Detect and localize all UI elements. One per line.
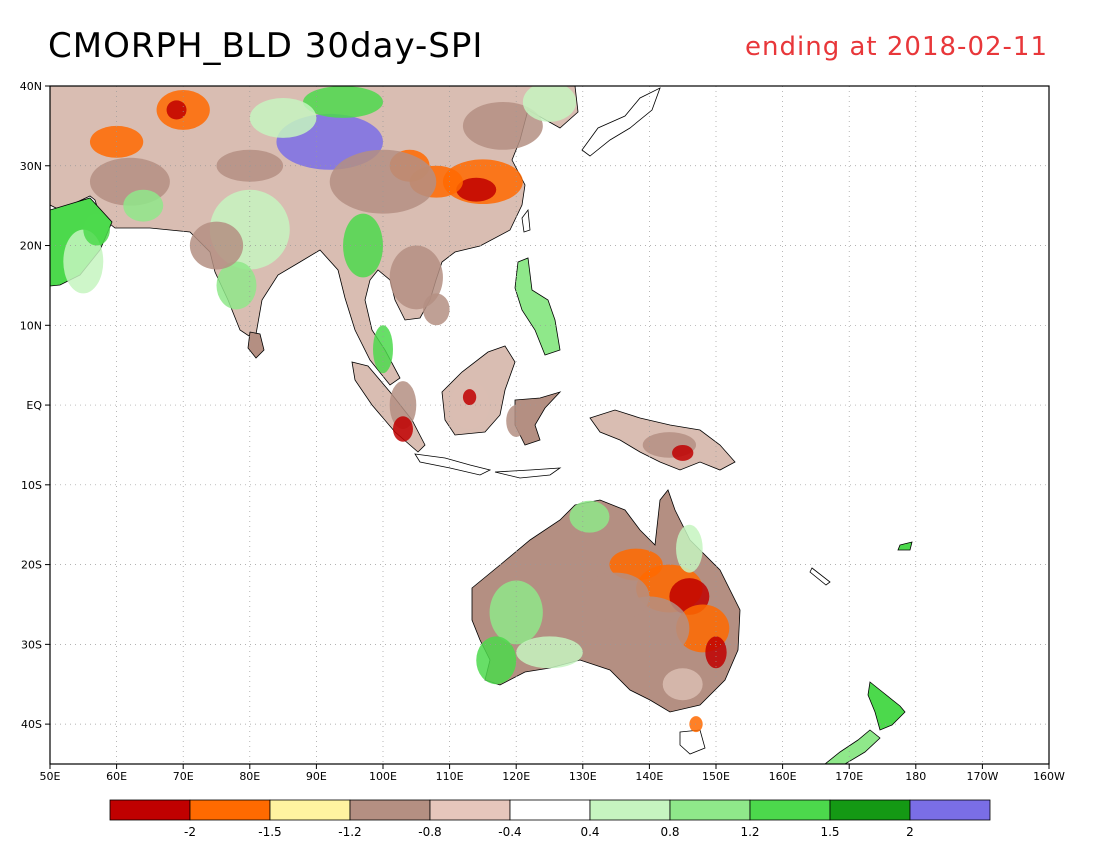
spi-anomaly-patch bbox=[373, 325, 393, 374]
japan bbox=[581, 87, 661, 157]
spi-anomaly-patch bbox=[582, 572, 650, 621]
spi-anomaly-patch bbox=[422, 293, 450, 326]
colorbar-legend: -2 -1.5 -1.2 -0.8 -0.4 0.4 0.8 1.2 1.5 2 bbox=[109, 799, 991, 839]
spi-anomaly-layer bbox=[63, 86, 730, 733]
spi-anomaly-patch bbox=[516, 636, 583, 669]
graticule bbox=[45, 85, 1050, 769]
lon-tick-label: 160E bbox=[769, 770, 797, 783]
spi-anomaly-patch bbox=[689, 716, 703, 733]
spi-anomaly-patch bbox=[216, 149, 284, 182]
spi-anomaly-patch bbox=[63, 229, 104, 294]
lon-tick-label: 90E bbox=[306, 770, 327, 783]
colorbar-swatch bbox=[189, 799, 271, 821]
new-zealand-north bbox=[867, 681, 906, 731]
spi-anomaly-patch bbox=[249, 97, 317, 138]
colorbar-label: -1.2 bbox=[338, 825, 361, 839]
lat-tick-label: 30N bbox=[20, 160, 42, 173]
map-title: CMORPH_BLD 30day-SPI bbox=[48, 26, 484, 66]
colorbar-label: -2 bbox=[184, 825, 196, 839]
lon-tick-label: 170E bbox=[835, 770, 863, 783]
spi-anomaly-patch bbox=[303, 86, 383, 118]
map-date-label: ending at 2018-02-11 bbox=[745, 32, 1048, 62]
colorbar-label: -0.4 bbox=[498, 825, 521, 839]
colorbar-label: 2 bbox=[906, 825, 914, 839]
spi-anomaly-patch bbox=[123, 189, 164, 222]
spi-anomaly-patch bbox=[676, 524, 703, 573]
spi-anomaly-patch bbox=[83, 213, 110, 246]
lat-tick-label: 30S bbox=[21, 638, 42, 651]
spi-anomaly-patch bbox=[189, 221, 244, 270]
colorbar-label: 1.5 bbox=[820, 825, 839, 839]
lon-tick-label: 70E bbox=[173, 770, 194, 783]
longitude-labels: 50E 60E 70E 80E 90E 100E 110E 120E 130E 140E 150E 1… bbox=[40, 770, 1066, 783]
lon-tick-label: 100E bbox=[369, 770, 397, 783]
spi-anomaly-patch bbox=[456, 177, 497, 202]
new-zealand-south bbox=[824, 729, 881, 764]
lon-tick-label: 160W bbox=[1033, 770, 1065, 783]
colorbar-label: 0.4 bbox=[580, 825, 599, 839]
colorbar-swatch bbox=[109, 799, 191, 821]
lon-tick-label: 150E bbox=[702, 770, 730, 783]
lat-tick-label: 20S bbox=[21, 559, 42, 572]
spi-anomaly-patch bbox=[489, 580, 543, 645]
map-frame bbox=[49, 85, 1050, 765]
lat-tick-label: EQ bbox=[26, 399, 42, 412]
lat-tick-label: 10S bbox=[21, 479, 42, 492]
philippines bbox=[514, 257, 561, 356]
colorbar-swatch bbox=[669, 799, 751, 821]
colorbar-swatch bbox=[269, 799, 351, 821]
colorbar-label: 1.2 bbox=[740, 825, 759, 839]
lon-tick-label: 50E bbox=[40, 770, 61, 783]
spi-anomaly-patch bbox=[476, 636, 517, 685]
colorbar-label: 0.8 bbox=[660, 825, 679, 839]
colorbar-label: -1.5 bbox=[258, 825, 281, 839]
lon-tick-label: 120E bbox=[502, 770, 530, 783]
sri-lanka bbox=[247, 331, 265, 359]
spi-anomaly-patch bbox=[662, 668, 703, 701]
spi-anomaly-patch bbox=[522, 86, 577, 122]
spi-anomaly-patch bbox=[672, 444, 694, 461]
spi-anomaly-patch bbox=[216, 261, 257, 310]
taiwan bbox=[521, 208, 531, 233]
fiji bbox=[897, 541, 913, 551]
colorbar-swatch bbox=[829, 799, 911, 821]
lon-tick-label: 130E bbox=[569, 770, 597, 783]
spi-anomaly-patch bbox=[462, 389, 477, 406]
new-caledonia bbox=[809, 567, 831, 586]
spi-anomaly-patch bbox=[449, 381, 490, 429]
colorbar-swatch bbox=[509, 799, 591, 821]
colorbar-swatch bbox=[349, 799, 431, 821]
colorbar-swatch bbox=[749, 799, 831, 821]
colorbar-swatch bbox=[429, 799, 511, 821]
colorbar-swatch bbox=[589, 799, 671, 821]
colorbar-label: -0.8 bbox=[418, 825, 441, 839]
spi-anomaly-patch bbox=[343, 213, 383, 278]
java bbox=[414, 453, 492, 476]
lon-tick-label: 180 bbox=[905, 770, 926, 783]
lesser-sunda bbox=[494, 467, 562, 479]
spi-anomaly-patch bbox=[462, 101, 543, 150]
spi-anomaly-patch bbox=[569, 500, 610, 533]
lat-tick-label: 40N bbox=[20, 80, 42, 93]
lon-tick-label: 110E bbox=[436, 770, 464, 783]
spi-anomaly-patch bbox=[392, 416, 413, 442]
spi-anomaly-patch bbox=[166, 100, 187, 120]
lon-tick-label: 60E bbox=[106, 770, 127, 783]
lon-tick-label: 170W bbox=[966, 770, 998, 783]
colorbar-swatch bbox=[909, 799, 991, 821]
lon-tick-label: 140E bbox=[635, 770, 663, 783]
lat-tick-label: 40S bbox=[21, 718, 42, 731]
lon-tick-label: 80E bbox=[239, 770, 260, 783]
spi-anomaly-patch bbox=[389, 381, 417, 429]
latitude-labels: 40N 30N 20N 10N EQ 10S 20S 30S 40S bbox=[20, 80, 43, 731]
lat-tick-label: 10N bbox=[20, 319, 42, 332]
spi-anomaly-patch bbox=[389, 245, 443, 310]
lat-tick-label: 20N bbox=[20, 240, 42, 253]
